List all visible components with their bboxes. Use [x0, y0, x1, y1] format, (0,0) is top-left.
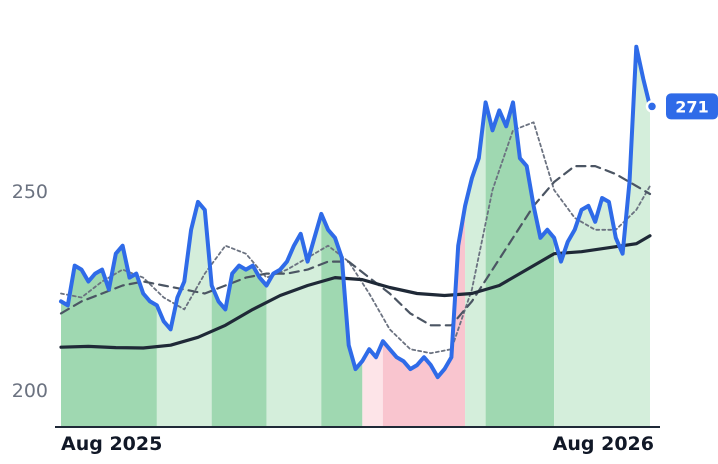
- last-value-label: 271: [675, 97, 708, 116]
- series-line-ma-mid: [59, 165, 652, 327]
- x-tick-label: Aug 2025: [61, 433, 162, 455]
- background-band-lightgreen: [156, 201, 212, 427]
- last-value-badge: [666, 93, 718, 120]
- series-line-price: [59, 44, 652, 380]
- x-tick-label: Aug 2026: [553, 433, 654, 455]
- last-value-marker: 271: [645, 93, 718, 120]
- x-axis: Aug 2025 Aug 2026: [61, 433, 654, 455]
- series-lines: [59, 44, 652, 380]
- background-band-green: [61, 245, 157, 427]
- y-tick-label: 250: [12, 181, 48, 203]
- y-tick-label: 200: [12, 380, 48, 402]
- y-axis: 250 200: [12, 181, 48, 402]
- background-band-green: [321, 213, 363, 427]
- series-line-ma-short: [60, 121, 651, 355]
- background-bands: [61, 46, 650, 427]
- last-value-dot: [645, 100, 659, 113]
- background-band-lightpink: [362, 341, 383, 427]
- background-band-lightgreen: [465, 102, 486, 427]
- background-band-lightgreen: [266, 213, 322, 427]
- background-band-green: [485, 102, 555, 427]
- background-band-lightgreen: [554, 46, 650, 427]
- background-band-green: [211, 265, 267, 427]
